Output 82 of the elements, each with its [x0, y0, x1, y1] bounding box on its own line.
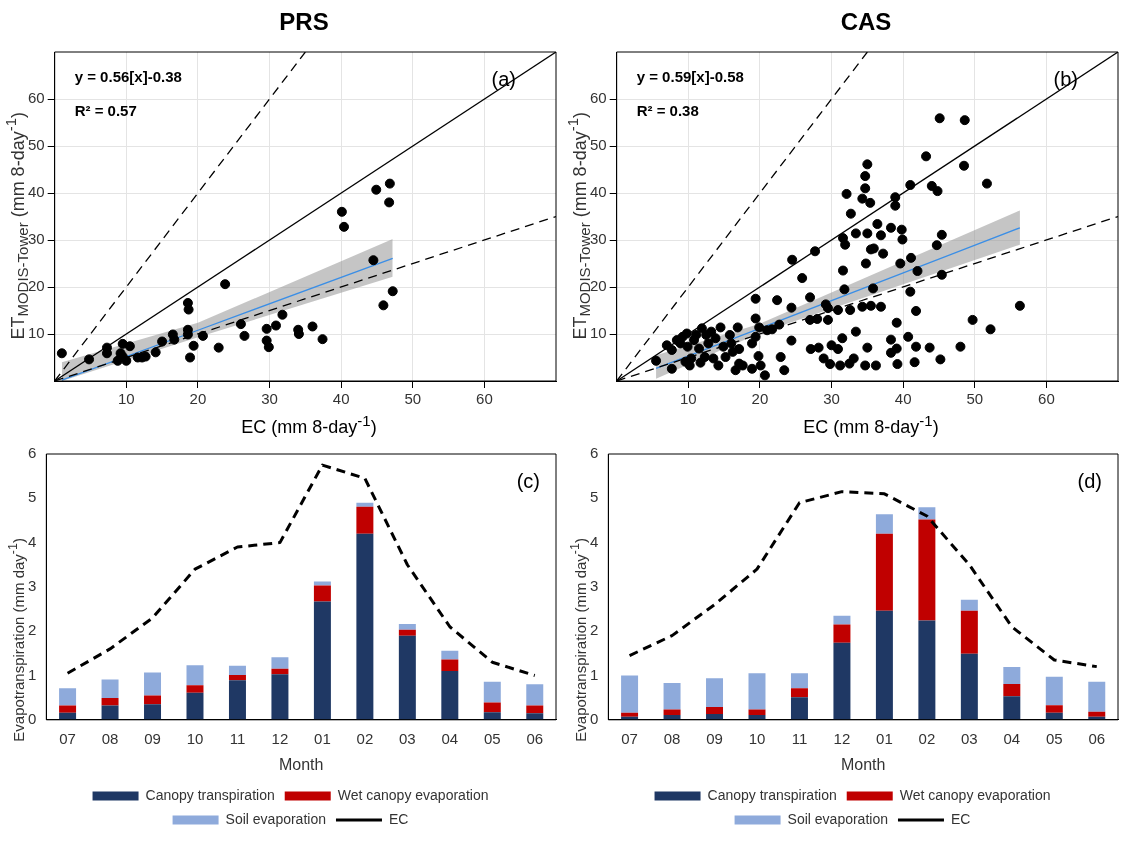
legend-label: EC — [950, 810, 971, 827]
legend-label: Soil evaporation — [225, 810, 326, 827]
x-tick-label: 06 — [526, 729, 544, 747]
chart-title: PRS — [278, 8, 330, 37]
legend-label: Soil evaporation — [787, 810, 888, 827]
y-tick-label: 4 — [28, 532, 37, 550]
x-tick-label: 30 — [823, 390, 840, 408]
x-tick-label: 11 — [791, 729, 808, 747]
annotation: (a) — [491, 67, 516, 90]
x-tick-label: 01 — [876, 729, 893, 747]
x-tick-label: 06 — [1088, 729, 1106, 747]
y-tick-label: 40 — [28, 183, 45, 201]
x-tick-label: 12 — [271, 729, 289, 747]
y-tick-label: 4 — [590, 532, 599, 550]
x-axis-title: EC (mm 8-day$^{-1}$) — [802, 412, 940, 438]
y-tick-label: 60 — [28, 89, 45, 107]
legend-label: Wet canopy evaporation — [899, 786, 1051, 803]
legend-label: Canopy transpiration — [145, 786, 275, 803]
y-tick-label: 1 — [28, 665, 37, 683]
y-tick-label: 60 — [590, 89, 607, 107]
chart-title: CAS — [839, 8, 893, 37]
y-tick-label: 30 — [590, 230, 607, 248]
annotation: y = 0.56[x]-0.38 — [74, 67, 182, 85]
y-tick-label: 50 — [28, 136, 45, 154]
x-tick-label: 12 — [833, 729, 851, 747]
x-tick-label: 40 — [332, 390, 350, 408]
x-tick-label: 01 — [314, 729, 331, 747]
x-tick-label: 04 — [1003, 729, 1021, 747]
y-tick-label: 50 — [590, 136, 607, 154]
y-tick-label: 0 — [28, 709, 37, 727]
y-tick-label: 3 — [28, 577, 37, 595]
y-tick-label: 40 — [590, 183, 607, 201]
x-tick-label: 50 — [966, 390, 984, 408]
annotation: (b) — [1053, 67, 1078, 90]
y-tick-label: 0 — [590, 709, 599, 727]
annotation: R² = 0.57 — [74, 101, 137, 119]
y-tick-label: 3 — [590, 577, 599, 595]
y-tick-label: 6 — [590, 444, 599, 462]
x-tick-label: 10 — [679, 390, 697, 408]
x-tick-label: 07 — [621, 729, 638, 747]
x-tick-label: 09 — [706, 729, 723, 747]
x-tick-label: 60 — [476, 390, 493, 408]
x-axis-title: Month — [840, 755, 886, 773]
y-tick-label: 2 — [28, 621, 37, 639]
x-tick-label: 03 — [961, 729, 978, 747]
annotation: (d) — [1077, 469, 1102, 492]
x-tick-label: 08 — [101, 729, 119, 747]
legend-label: EC — [388, 810, 409, 827]
x-tick-label: 09 — [144, 729, 161, 747]
annotation: (c) — [516, 469, 540, 492]
x-tick-label: 20 — [189, 390, 207, 408]
x-tick-label: 10 — [748, 729, 766, 747]
legend-label: Canopy transpiration — [707, 786, 837, 803]
y-tick-label: 5 — [28, 488, 37, 506]
y-tick-label: 10 — [28, 324, 45, 342]
x-tick-label: 10 — [117, 390, 135, 408]
x-tick-label: 02 — [918, 729, 936, 747]
x-tick-label: 03 — [399, 729, 416, 747]
x-tick-label: 04 — [441, 729, 459, 747]
x-axis-title: Month — [278, 755, 324, 773]
x-tick-label: 02 — [356, 729, 374, 747]
x-tick-label: 40 — [894, 390, 912, 408]
x-tick-label: 05 — [1045, 729, 1063, 747]
annotation: y = 0.59[x]-0.58 — [636, 67, 744, 85]
annotation: R² = 0.38 — [636, 101, 699, 119]
y-tick-label: 5 — [590, 488, 599, 506]
x-tick-label: 11 — [229, 729, 246, 747]
y-tick-label: 6 — [28, 444, 37, 462]
x-tick-label: 07 — [59, 729, 76, 747]
x-tick-label: 05 — [483, 729, 501, 747]
x-tick-label: 60 — [1038, 390, 1055, 408]
x-tick-label: 50 — [404, 390, 422, 408]
y-tick-label: 10 — [590, 324, 607, 342]
y-tick-label: 30 — [28, 230, 45, 248]
x-axis-title: EC (mm 8-day$^{-1}$) — [240, 412, 378, 438]
x-tick-label: 10 — [186, 729, 204, 747]
x-tick-label: 30 — [261, 390, 278, 408]
y-tick-label: 2 — [590, 621, 599, 639]
y-tick-label: 1 — [590, 665, 599, 683]
x-tick-label: 20 — [751, 390, 769, 408]
legend-label: Wet canopy evaporation — [337, 786, 489, 803]
x-tick-label: 08 — [663, 729, 681, 747]
